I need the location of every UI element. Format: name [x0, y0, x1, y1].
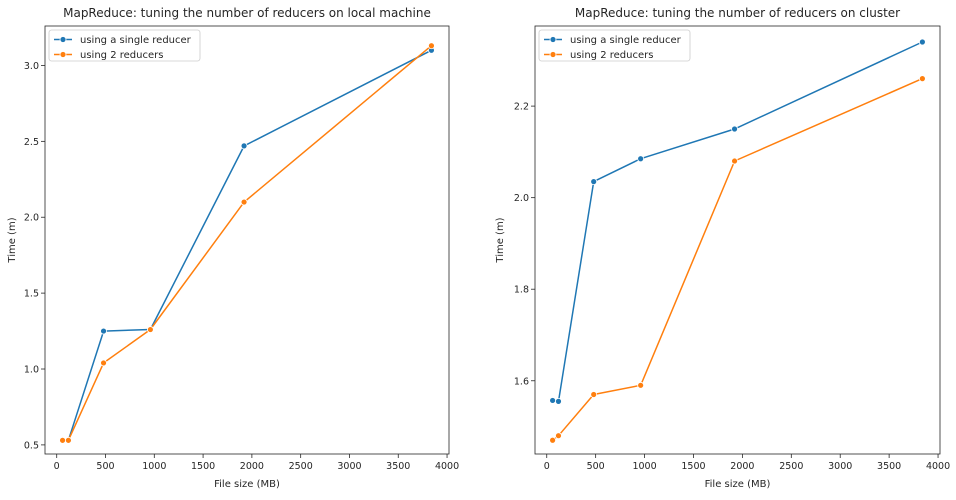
y-tick-label: 2.0 — [24, 213, 39, 224]
data-point — [100, 327, 107, 335]
x-tick-label: 500 — [587, 461, 605, 472]
series-line-2 — [62, 45, 432, 442]
data-point — [240, 198, 248, 206]
x-tick-label: 4000 — [435, 461, 459, 472]
legend-entry-label: using a single reducer — [80, 35, 192, 46]
x-tick-label: 0 — [544, 461, 550, 472]
chart-title: MapReduce: tuning the number of reducers… — [575, 6, 900, 20]
x-tick-label: 2000 — [730, 461, 754, 472]
y-axis-label: Time (m) — [495, 217, 506, 263]
legend-box — [538, 29, 691, 62]
plot-frame — [44, 25, 450, 455]
x-tick-label: 1500 — [681, 461, 705, 472]
series-line-2 — [552, 77, 923, 441]
y-tick-label: 2.0 — [514, 193, 529, 204]
x-tick-label: 2500 — [779, 461, 803, 472]
x-tick-label: 2500 — [289, 461, 313, 472]
data-point — [637, 155, 645, 163]
legend-box — [48, 29, 201, 62]
chart-panel-2: MapReduce: tuning the number of reducers… — [495, 6, 950, 490]
legend-swatch-marker — [59, 51, 67, 58]
data-point — [59, 436, 66, 444]
data-point — [146, 326, 154, 333]
y-axis-label: Time (m) — [7, 217, 18, 263]
data-point — [555, 432, 562, 440]
y-tick-label: 3.0 — [24, 61, 39, 72]
x-axis-label: File size (MB) — [214, 479, 280, 490]
data-point — [549, 436, 557, 444]
x-tick-label: 0 — [54, 461, 60, 472]
series-line-1 — [67, 49, 432, 441]
data-point — [240, 142, 248, 150]
legend: using a single reducer using 2 reducers — [538, 29, 691, 62]
legend-swatch-marker — [59, 36, 67, 43]
data-point — [549, 397, 557, 404]
plot-frame — [534, 25, 941, 455]
data-point — [590, 391, 598, 398]
x-tick-label: 2000 — [240, 461, 264, 472]
y-tick-label: 2.5 — [24, 137, 39, 148]
x-tick-label: 3500 — [386, 461, 410, 472]
data-point — [65, 436, 72, 444]
x-tick-label: 500 — [96, 461, 114, 472]
series-line-1 — [552, 41, 923, 403]
legend-swatch-marker — [549, 36, 557, 43]
chart-panel-1: MapReduce: tuning the number of reducers… — [7, 6, 459, 490]
y-tick-label: 2.2 — [514, 102, 529, 113]
x-tick-label: 1000 — [142, 461, 166, 472]
data-point — [555, 397, 562, 405]
legend-entry-label: using a single reducer — [570, 35, 682, 46]
y-tick-label: 1.0 — [24, 365, 39, 376]
data-point — [918, 75, 926, 83]
data-point — [637, 381, 645, 389]
data-point — [590, 178, 598, 186]
chart-title: MapReduce: tuning the number of reducers… — [63, 6, 431, 20]
x-tick-label: 1000 — [632, 461, 656, 472]
x-tick-label: 3000 — [828, 461, 852, 472]
x-tick-label: 4000 — [926, 461, 950, 472]
y-tick-label: 1.8 — [514, 285, 529, 296]
data-point — [428, 42, 435, 50]
legend-entry-label: using 2 reducers — [80, 50, 163, 61]
legend-swatch-marker — [549, 51, 557, 58]
data-point — [100, 359, 107, 367]
data-point — [731, 125, 738, 133]
x-tick-label: 1500 — [191, 461, 215, 472]
legend-entry-label: using 2 reducers — [570, 50, 653, 61]
data-point — [918, 38, 926, 46]
y-tick-label: 1.6 — [514, 376, 529, 387]
y-tick-label: 0.5 — [24, 440, 39, 451]
y-tick-label: 1.5 — [24, 289, 39, 300]
x-tick-label: 3000 — [337, 461, 361, 472]
x-tick-label: 3500 — [877, 461, 901, 472]
data-point — [731, 157, 738, 165]
x-axis-label: File size (MB) — [705, 479, 771, 490]
legend: using a single reducer using 2 reducers — [48, 29, 201, 62]
